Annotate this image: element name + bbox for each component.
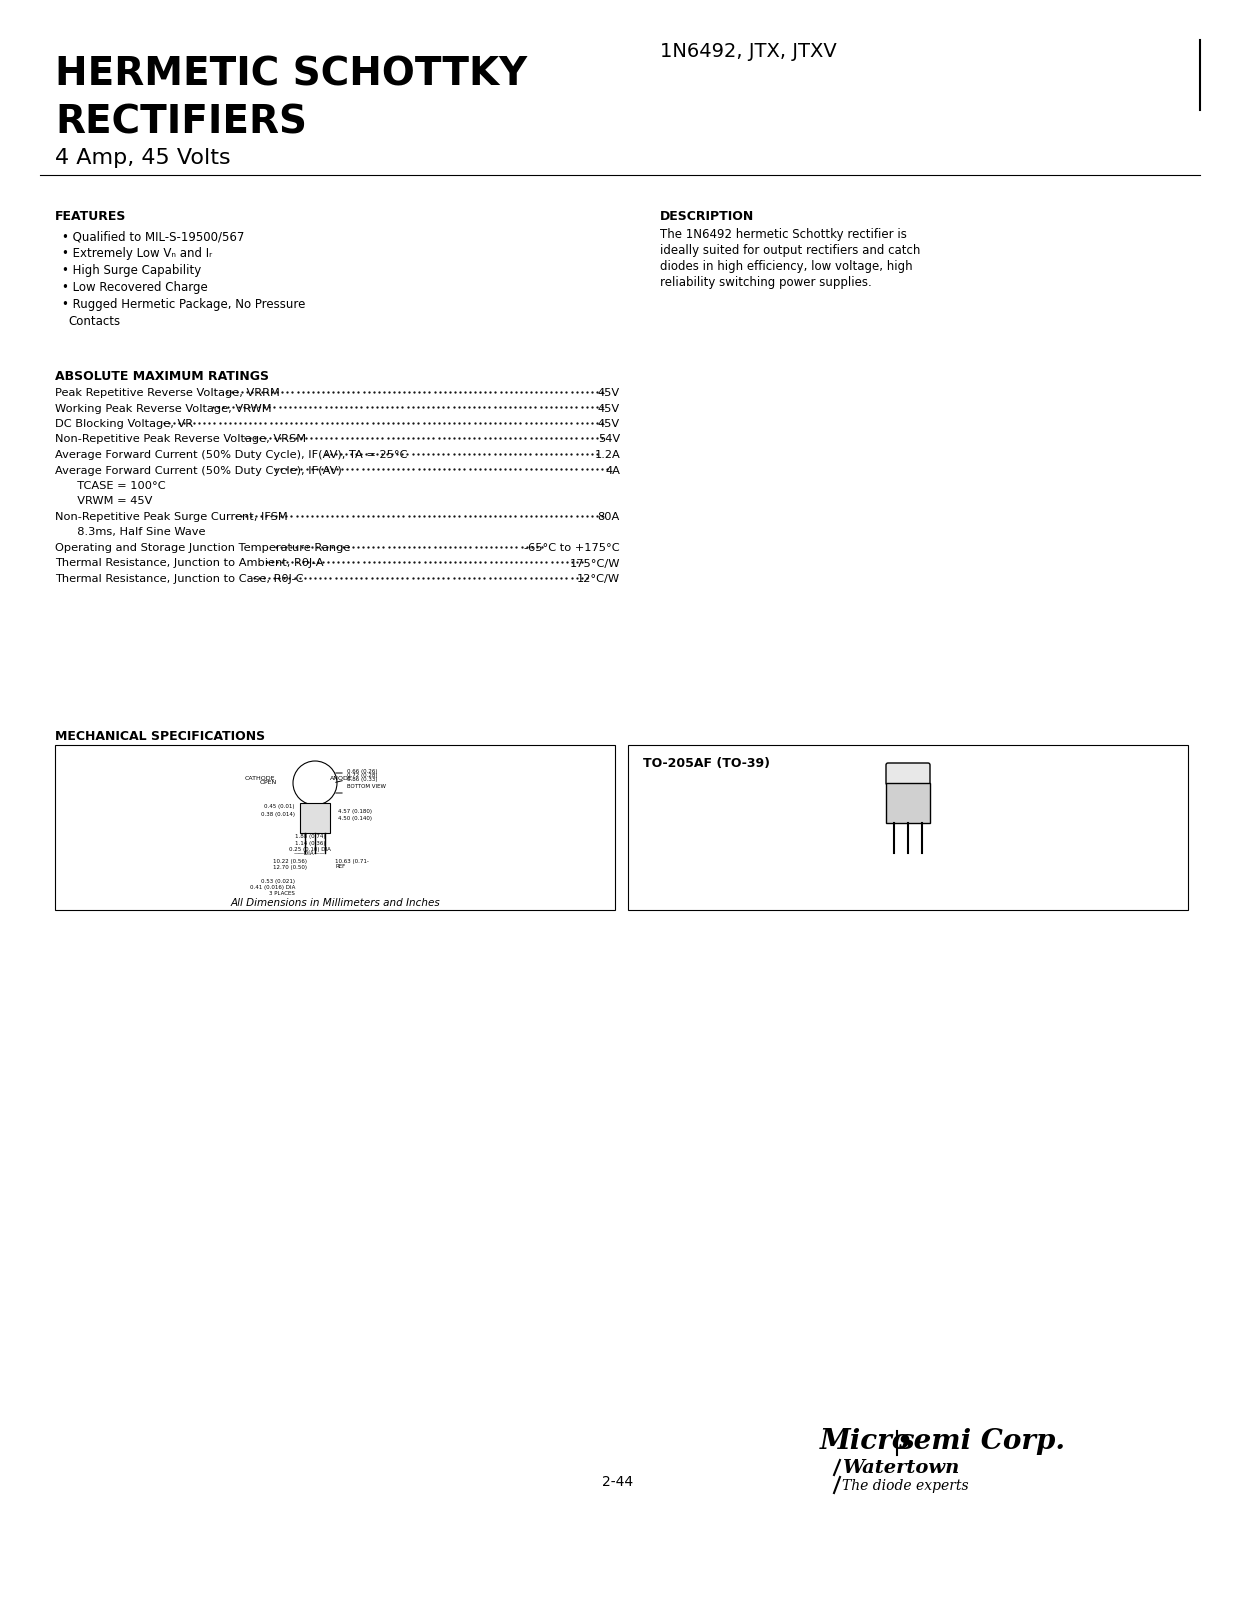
Text: TCASE = 100°C: TCASE = 100°C: [71, 482, 166, 491]
Text: ANODE: ANODE: [330, 776, 353, 781]
Text: HERMETIC SCHOTTKY: HERMETIC SCHOTTKY: [54, 54, 527, 93]
Text: 0.72 (0.28): 0.72 (0.28): [348, 773, 377, 778]
Text: 3 PLACES: 3 PLACES: [270, 891, 294, 896]
Bar: [54, 746, 615, 910]
Text: • Low Recovered Charge: • Low Recovered Charge: [62, 282, 208, 294]
Text: 0.86 (0.33): 0.86 (0.33): [348, 778, 377, 782]
Text: 175°C/W: 175°C/W: [569, 558, 620, 568]
Text: 45V: 45V: [597, 403, 620, 413]
Text: 12.70 (0.50): 12.70 (0.50): [273, 866, 307, 870]
Text: • Extremely Low Vₙ and Iᵣ: • Extremely Low Vₙ and Iᵣ: [62, 246, 212, 259]
Text: 0.66 (0.26): 0.66 (0.26): [348, 768, 377, 773]
Text: MECHANICAL SPECIFICATIONS: MECHANICAL SPECIFICATIONS: [54, 730, 265, 742]
Text: • High Surge Capability: • High Surge Capability: [62, 264, 202, 277]
Text: Thermal Resistance, Junction to Case, RθJ-C: Thermal Resistance, Junction to Case, Rθ…: [54, 574, 303, 584]
Text: Average Forward Current (50% Duty Cycle), IF(AV), TA = 25°C: Average Forward Current (50% Duty Cycle)…: [54, 450, 407, 461]
Text: Non-Repetitive Peak Reverse Voltage, VRSM: Non-Repetitive Peak Reverse Voltage, VRS…: [54, 435, 306, 445]
Text: 0.45 (0.01): 0.45 (0.01): [265, 803, 294, 810]
Text: reliability switching power supplies.: reliability switching power supplies.: [661, 275, 872, 290]
Text: 1.2A: 1.2A: [594, 450, 620, 461]
Text: OPEN: OPEN: [260, 781, 277, 786]
Text: 4.57 (0.180): 4.57 (0.180): [338, 810, 372, 814]
Text: -65°C to +175°C: -65°C to +175°C: [524, 542, 620, 554]
Text: Contacts: Contacts: [68, 315, 120, 328]
Text: ABSOLUTE MAXIMUM RATINGS: ABSOLUTE MAXIMUM RATINGS: [54, 370, 268, 382]
Text: Working Peak Reverse Voltage, VRWM: Working Peak Reverse Voltage, VRWM: [54, 403, 272, 413]
Text: FEATURES: FEATURES: [54, 210, 126, 222]
Text: 80A: 80A: [597, 512, 620, 522]
FancyBboxPatch shape: [886, 763, 930, 786]
Text: 10.22 (0.56): 10.22 (0.56): [273, 859, 307, 864]
Text: 45V: 45V: [597, 419, 620, 429]
Text: • Qualified to MIL-S-19500/567: • Qualified to MIL-S-19500/567: [62, 230, 245, 243]
Text: ideally suited for output rectifiers and catch: ideally suited for output rectifiers and…: [661, 243, 920, 258]
Bar: [886, 782, 930, 822]
Text: Non-Repetitive Peak Surge Current, IFSM: Non-Repetitive Peak Surge Current, IFSM: [54, 512, 288, 522]
Text: DESCRIPTION: DESCRIPTION: [661, 210, 755, 222]
Text: All Dimensions in Millimeters and Inches: All Dimensions in Millimeters and Inches: [230, 898, 440, 909]
Text: REF: REF: [335, 864, 345, 869]
Text: 4 Amp, 45 Volts: 4 Amp, 45 Volts: [54, 149, 230, 168]
Text: 1.88 (0.74): 1.88 (0.74): [294, 834, 325, 838]
Text: Micro: Micro: [820, 1427, 912, 1454]
Text: Thermal Resistance, Junction to Ambient, RθJ-A: Thermal Resistance, Junction to Ambient,…: [54, 558, 324, 568]
Text: VRWM = 45V: VRWM = 45V: [71, 496, 152, 507]
Text: 1.14 (0.36): 1.14 (0.36): [294, 842, 325, 846]
Text: TO-205AF (TO-39): TO-205AF (TO-39): [643, 757, 769, 770]
Text: 8.3ms, Half Sine Wave: 8.3ms, Half Sine Wave: [71, 528, 205, 538]
Text: 0.53 (0.021): 0.53 (0.021): [261, 878, 294, 883]
Text: RECTIFIERS: RECTIFIERS: [54, 102, 307, 141]
Text: 0.38 (0.014): 0.38 (0.014): [261, 813, 294, 818]
Text: BOTTOM VIEW: BOTTOM VIEW: [348, 784, 386, 789]
Text: Watertown: Watertown: [842, 1459, 959, 1477]
Text: semi Corp.: semi Corp.: [898, 1427, 1065, 1454]
Text: diodes in high efficiency, low voltage, high: diodes in high efficiency, low voltage, …: [661, 259, 913, 274]
Text: • Rugged Hermetic Package, No Pressure: • Rugged Hermetic Package, No Pressure: [62, 298, 306, 310]
Text: DC Blocking Voltage, VR: DC Blocking Voltage, VR: [54, 419, 193, 429]
Text: 12°C/W: 12°C/W: [576, 574, 620, 584]
Text: 4.50 (0.140): 4.50 (0.140): [338, 816, 372, 821]
Text: The diode experts: The diode experts: [842, 1478, 969, 1493]
Text: 4A: 4A: [605, 466, 620, 475]
Bar: [628, 746, 1188, 910]
Text: Operating and Storage Junction Temperature Range: Operating and Storage Junction Temperatu…: [54, 542, 350, 554]
Circle shape: [293, 762, 336, 805]
Bar: [301, 803, 330, 834]
Text: 2-44: 2-44: [602, 1475, 633, 1490]
Text: The 1N6492 hermetic Schottky rectifier is: The 1N6492 hermetic Schottky rectifier i…: [661, 227, 907, 242]
Text: 54V: 54V: [597, 435, 620, 445]
Text: 0.41 (0.016) DIA: 0.41 (0.016) DIA: [250, 885, 294, 890]
Text: 0.25 (0.10) DIA: 0.25 (0.10) DIA: [289, 846, 332, 851]
Text: 45V: 45V: [597, 387, 620, 398]
Text: Peak Repetitive Reverse Voltage, VRRM: Peak Repetitive Reverse Voltage, VRRM: [54, 387, 280, 398]
Text: Average Forward Current (50% Duty Cycle), IF(AV): Average Forward Current (50% Duty Cycle)…: [54, 466, 341, 475]
Text: 1N6492, JTX, JTXV: 1N6492, JTX, JTXV: [661, 42, 836, 61]
Text: CATHODE: CATHODE: [245, 776, 275, 781]
Text: 10.63 (0.71-: 10.63 (0.71-: [335, 859, 369, 864]
Text: ——DIA——: ——DIA——: [294, 851, 325, 856]
